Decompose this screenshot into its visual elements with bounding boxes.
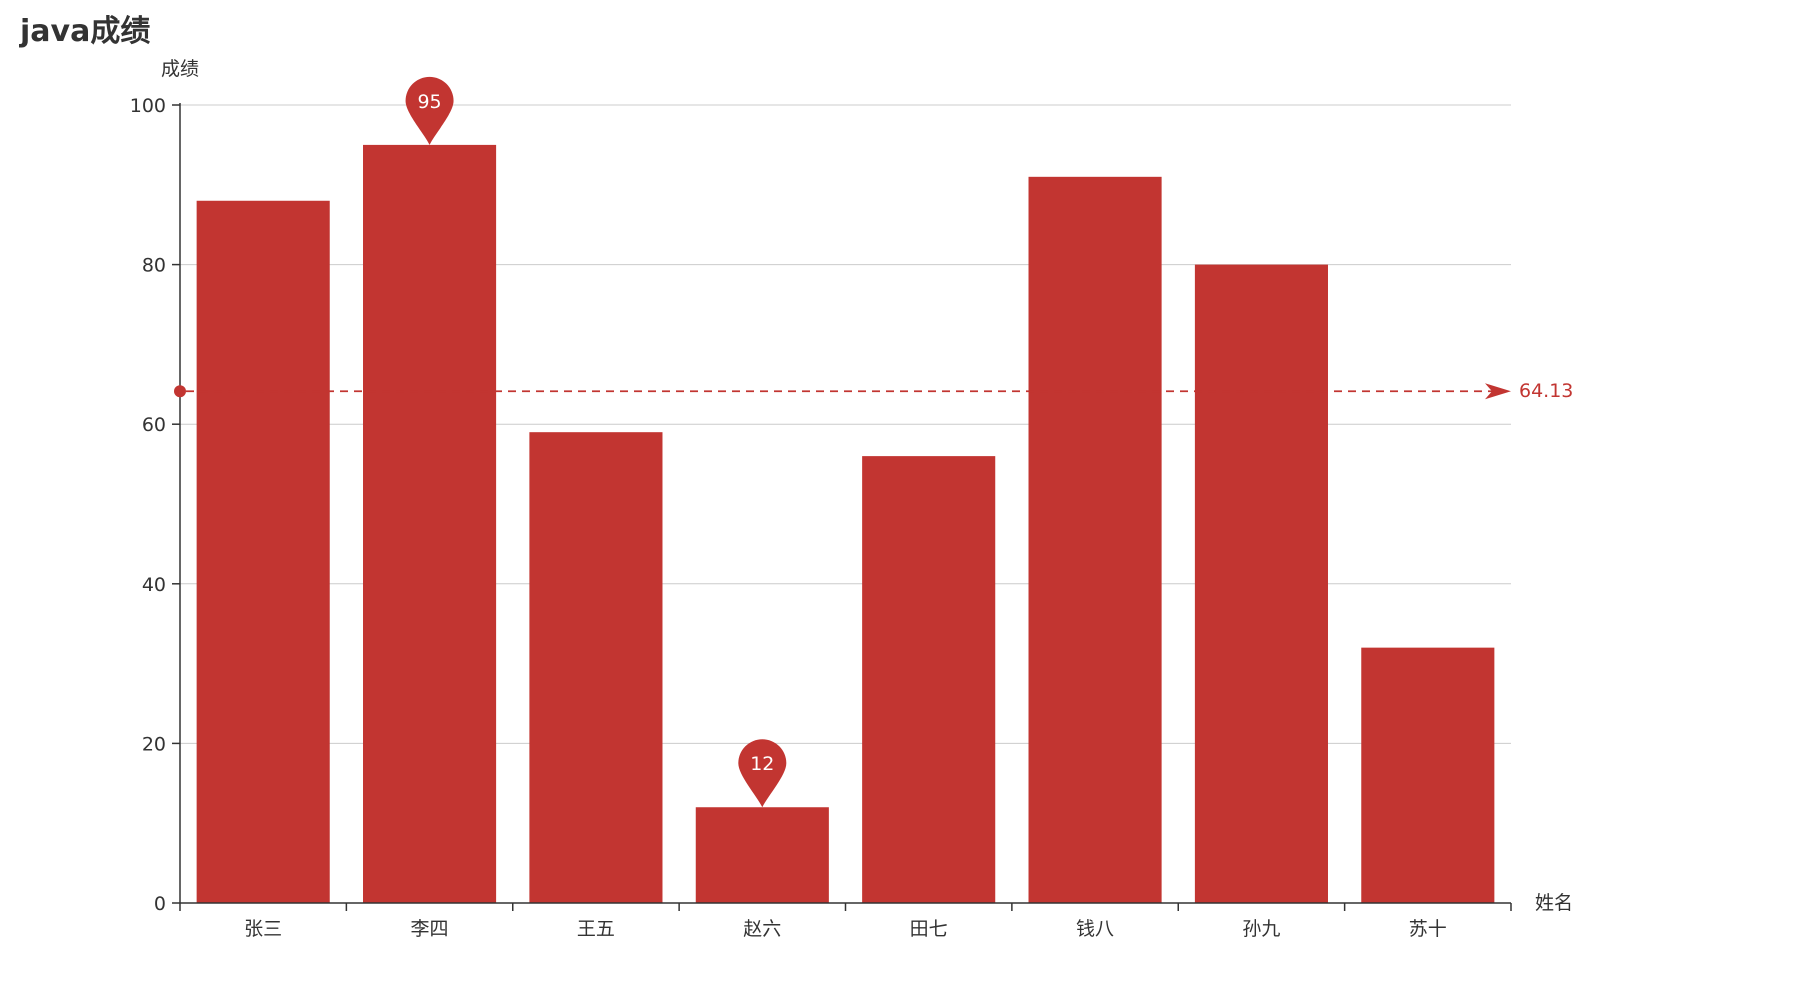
y-axis-title: 成绩 (161, 58, 199, 80)
bar (1028, 176, 1162, 903)
x-tick-label: 赵六 (743, 918, 781, 940)
average-line-start-dot (174, 385, 186, 398)
x-tick-label: 张三 (244, 918, 282, 940)
x-tick-label: 王五 (577, 918, 615, 940)
max-pin (405, 76, 454, 145)
bar (695, 807, 829, 903)
bar (196, 200, 330, 903)
axes: 0 20 40 60 80 100 张三 李四 王五 赵六 田七 钱八 孙九 苏十 (130, 95, 1512, 940)
y-tick-label: 20 (142, 733, 166, 755)
bar (1194, 264, 1328, 904)
bar (363, 144, 497, 903)
min-pin-label: 12 (750, 753, 774, 775)
y-tick-label: 80 (142, 255, 166, 277)
max-pin-label: 95 (417, 91, 441, 113)
x-tick-label: 李四 (411, 918, 449, 940)
x-tick-label: 孙九 (1242, 918, 1280, 940)
bars (196, 144, 1495, 904)
x-tick-label: 苏十 (1409, 918, 1447, 940)
y-tick-label: 0 (154, 893, 166, 915)
y-tick-label: 100 (130, 95, 166, 117)
x-tick-label: 田七 (910, 918, 948, 940)
bar (1361, 647, 1495, 903)
x-axis-title: 姓名 (1535, 892, 1573, 914)
average-line-label: 64.13 (1519, 380, 1573, 402)
y-tick-label: 40 (142, 574, 166, 596)
bar (529, 432, 663, 903)
min-pin (738, 739, 787, 808)
markers: 64.13 95 12 (174, 76, 1573, 808)
average-line-arrow (1485, 383, 1511, 400)
y-tick-label: 60 (142, 414, 166, 436)
bar (862, 456, 996, 903)
x-tick-label: 钱八 (1076, 918, 1114, 940)
chart-title: java成绩 (20, 14, 151, 49)
